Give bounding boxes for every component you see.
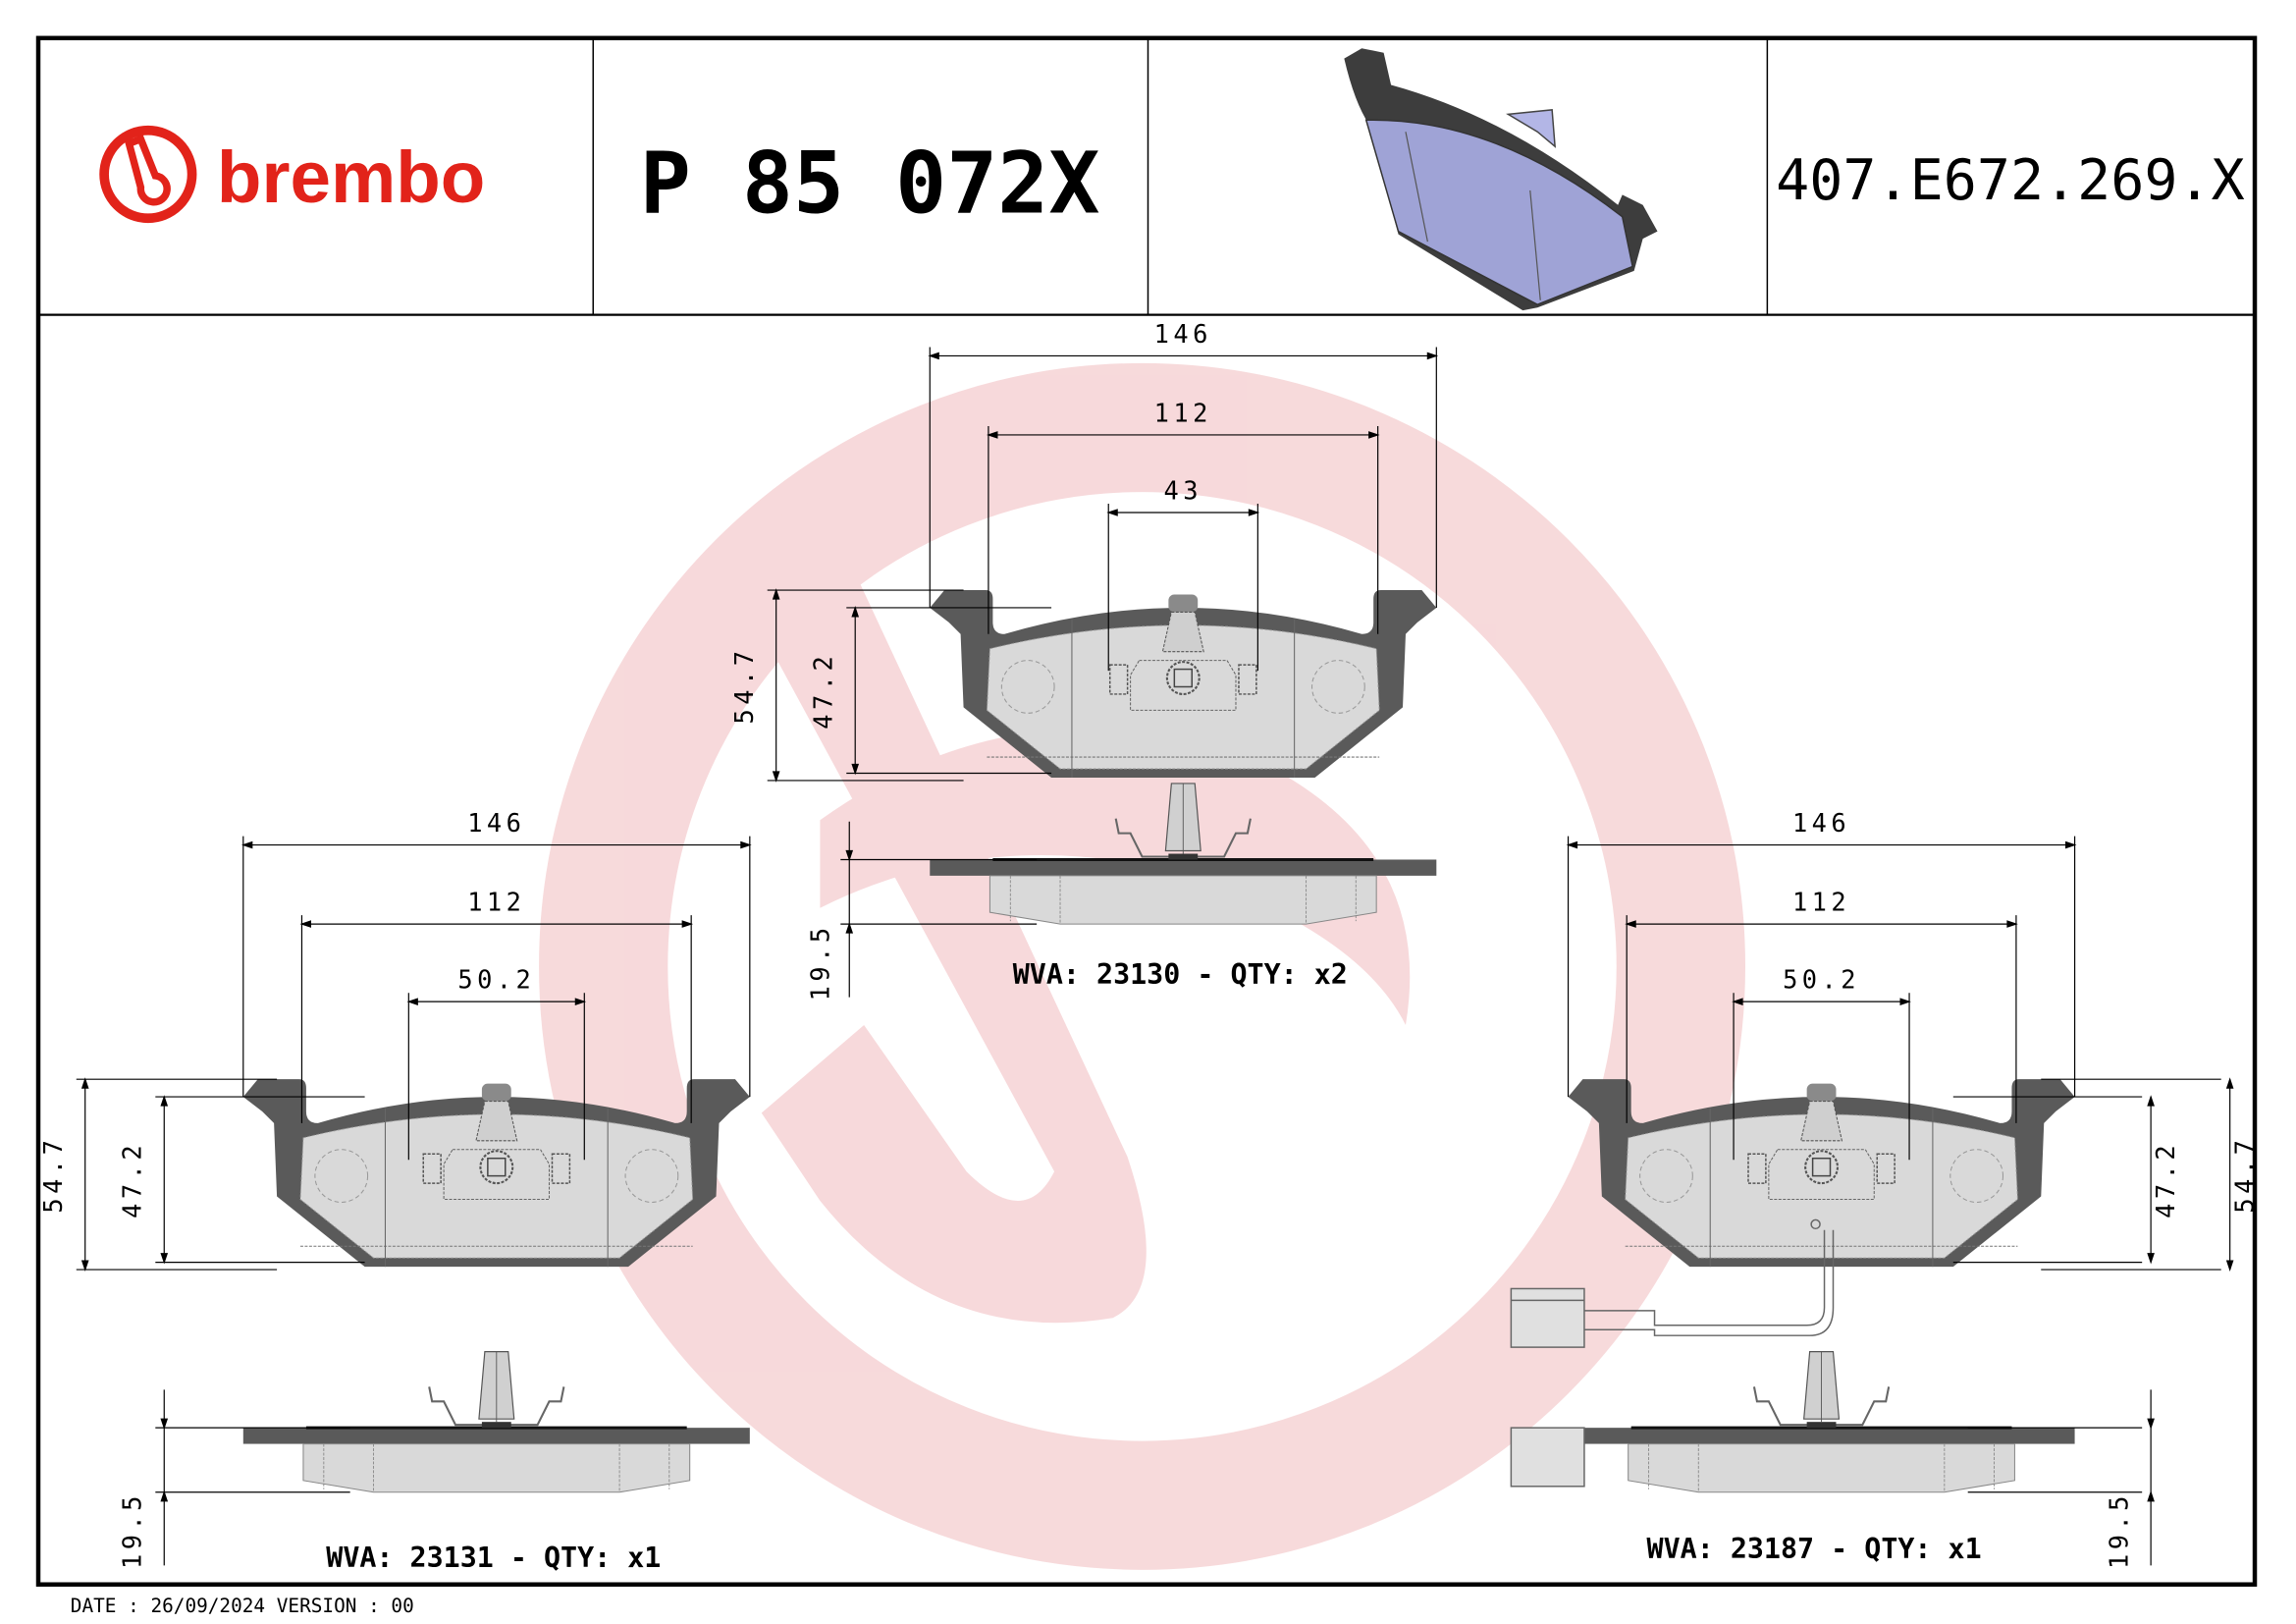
dim-height-body-right: 47.2 — [1952, 1095, 2180, 1265]
dim-width-center-left-value: 50.2 — [457, 965, 535, 995]
wear-sensor-cable — [1510, 1218, 1835, 1488]
dim-width-center-left: 50.2 — [406, 965, 587, 1161]
dim-width-total-right: 146 — [1566, 808, 2077, 1098]
dim-width-body-center: 112 — [987, 399, 1380, 634]
dim-width-center-right-value: 50.2 — [1783, 965, 1860, 995]
dim-width-body-right: 112 — [1625, 888, 2018, 1123]
dim-width-body-right-value: 112 — [1792, 888, 1850, 917]
dim-thickness-left: 19.5 — [117, 1389, 350, 1569]
date-version: DATE : 26/09/2024 VERSION : 00 — [71, 1595, 414, 1617]
dim-height-body-left: 47.2 — [117, 1095, 365, 1265]
dim-width-total-center: 146 — [928, 319, 1439, 608]
wva-label-left: WVA: 23131 - QTY: x1 — [326, 1542, 661, 1574]
dim-height-total-center: 54.7 — [729, 588, 964, 783]
dim-width-center-right: 50.2 — [1732, 965, 1911, 1161]
dim-height-total-center-value: 54.7 — [729, 647, 759, 725]
dim-height-body-center: 47.2 — [808, 606, 1052, 776]
wva-label-right: WVA: 23187 - QTY: x1 — [1647, 1533, 1982, 1565]
dim-thickness-right: 19.5 — [1967, 1389, 2155, 1569]
dim-height-total-left-value: 54.7 — [38, 1136, 68, 1214]
brembo-logo: brembo — [99, 125, 485, 224]
dim-height-body-left-value: 47.2 — [117, 1141, 146, 1218]
part-number: P 85 072X — [640, 135, 1100, 233]
dim-height-body-right-value: 47.2 — [2151, 1141, 2180, 1218]
dim-height-body-center-value: 47.2 — [808, 652, 837, 730]
pad-isometric-image — [1344, 48, 1658, 311]
dim-width-body-left-value: 112 — [467, 888, 525, 917]
dim-thickness-center-value: 19.5 — [805, 923, 834, 1001]
brembo-logo-icon — [99, 125, 197, 224]
dim-height-total-right-value: 54.7 — [2230, 1136, 2260, 1214]
dim-width-total-center-value: 146 — [1154, 319, 1212, 349]
dim-thickness-center: 19.5 — [805, 821, 1038, 1001]
dim-height-total-right: 54.7 — [2041, 1077, 2260, 1272]
dim-width-total-left-value: 146 — [467, 808, 525, 838]
dim-thickness-right-value: 19.5 — [2104, 1491, 2133, 1569]
dim-width-body-center-value: 112 — [1154, 399, 1212, 428]
dim-height-total-left: 54.7 — [38, 1077, 278, 1272]
reference-number: 407.E672.269.X — [1776, 148, 2245, 213]
dim-width-center-center: 43 — [1106, 476, 1260, 672]
dim-width-total-left: 146 — [240, 808, 752, 1098]
dim-thickness-left-value: 19.5 — [117, 1491, 146, 1569]
brand-name: brembo — [217, 135, 485, 218]
dim-width-total-right-value: 146 — [1792, 808, 1850, 838]
dim-width-center-center-value: 43 — [1164, 476, 1202, 506]
brembo-watermark-logo — [539, 362, 1746, 1570]
pad-side-view-right — [1567, 1350, 2077, 1494]
pad-side-view-left — [241, 1350, 752, 1494]
dim-width-body-left: 112 — [299, 888, 694, 1123]
wva-label-center: WVA: 23130 - QTY: x2 — [1013, 958, 1348, 991]
sheet-border — [35, 35, 2258, 1587]
